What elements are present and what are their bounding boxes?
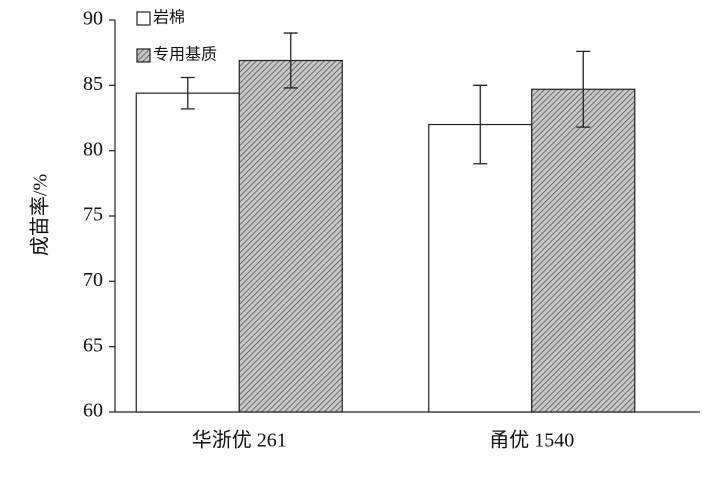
- bar: [135, 92, 240, 413]
- y-tick-label: 75: [83, 204, 103, 226]
- bar: [428, 123, 533, 413]
- error-bar: [473, 84, 488, 165]
- legend-swatch: [136, 48, 151, 63]
- y-tick-label: 90: [83, 8, 103, 30]
- y-axis-label: 成苗率/%: [29, 174, 52, 256]
- y-tick-label: 60: [83, 400, 103, 422]
- y-tick-label: 85: [83, 73, 103, 95]
- legend-text: 岩棉: [153, 9, 185, 27]
- error-bar: [576, 50, 591, 128]
- bar: [238, 59, 343, 413]
- x-tick-label: 华浙优 261: [192, 429, 287, 452]
- error-bar: [180, 76, 195, 110]
- y-tick-label: 70: [83, 269, 103, 291]
- bar: [531, 88, 636, 413]
- x-tick-label: 甬优 1540: [489, 429, 574, 452]
- legend-swatch: [136, 11, 151, 26]
- error-bar: [283, 32, 298, 89]
- legend-text: 专用基质: [153, 46, 217, 64]
- y-tick-label: 80: [83, 138, 103, 160]
- y-tick-label: 65: [83, 334, 103, 356]
